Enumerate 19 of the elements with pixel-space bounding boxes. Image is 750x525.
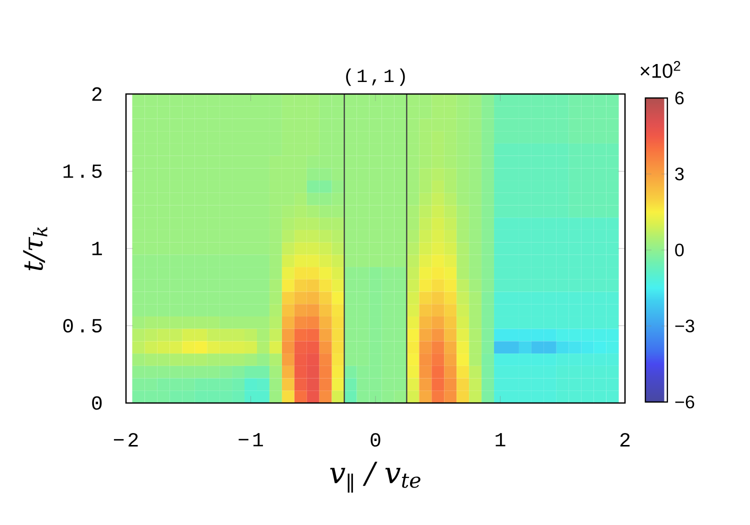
x-tick-label: 2	[620, 433, 630, 446]
color-bar-title: ×10$^{2}$	[640, 61, 680, 78]
y-tick-label: 1	[92, 242, 102, 256]
x-tick-label: −1	[238, 433, 263, 446]
color-bar-label: −3	[675, 320, 694, 332]
y-tick-label: 1.5	[64, 164, 102, 178]
color-bar-label: −6	[675, 396, 694, 408]
color-bar-label: 0	[675, 244, 684, 256]
chart-title: (1,1)	[346, 68, 405, 86]
y-tick-label: 0	[92, 396, 102, 410]
x-axis-title: v$_{∥}$ / v$_{te}$	[330, 462, 420, 493]
x-tick-label: 1	[496, 433, 506, 446]
y-axis-title: t/τ$_{k}$	[23, 227, 48, 270]
color-bar-label: 3	[675, 168, 684, 180]
x-tick-label: 0	[370, 433, 380, 447]
x-tick-label: −2	[114, 433, 138, 446]
y-tick-label: 2	[92, 87, 102, 101]
y-tick-label: 0.5	[63, 318, 102, 333]
color-bar-label: 6	[675, 92, 684, 104]
